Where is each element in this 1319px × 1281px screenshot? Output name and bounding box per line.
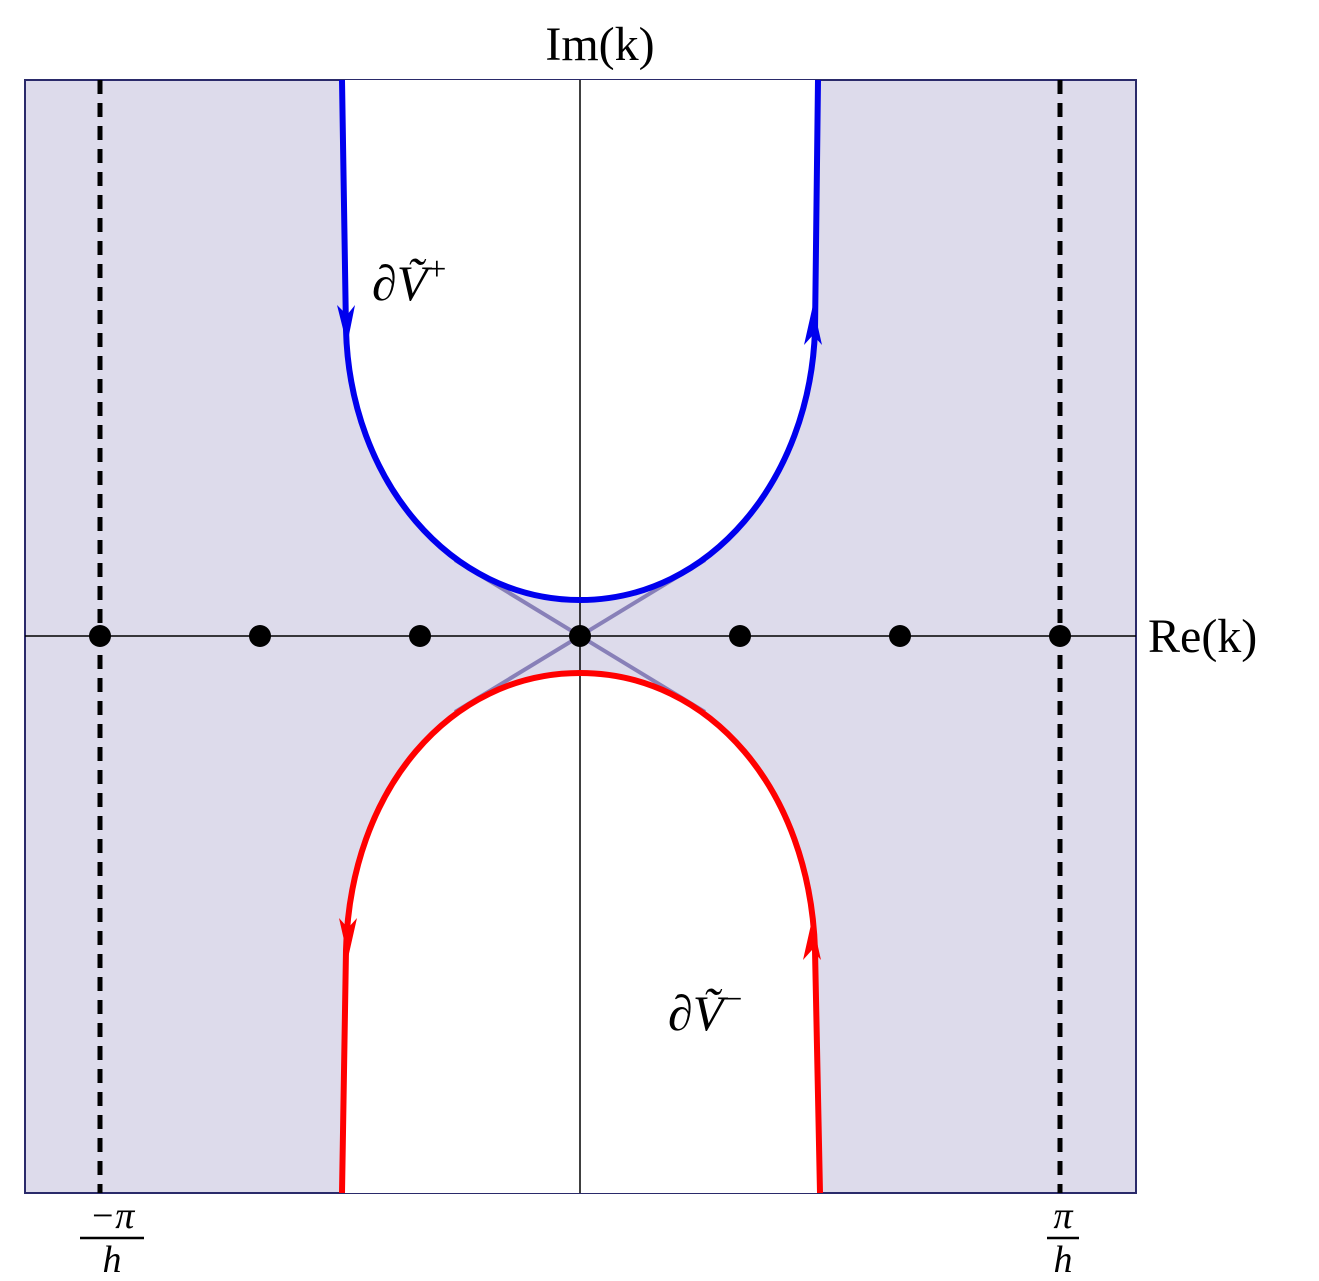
arrow [337, 305, 355, 345]
symbol: ∂Ṽ [372, 255, 433, 311]
points [89, 625, 1071, 647]
tick-denominator: h [103, 1239, 122, 1281]
point [249, 625, 271, 647]
arrow [804, 305, 822, 345]
boundary-label: ∂Ṽ− [668, 981, 742, 1041]
point [569, 625, 591, 647]
arrow [339, 918, 357, 958]
point [729, 625, 751, 647]
point [889, 625, 911, 647]
x-axis-label: Re(k) [1148, 610, 1257, 663]
red-contour [339, 669, 823, 1194]
y-axis-label: Im(k) [545, 18, 654, 71]
sign: + [427, 251, 446, 288]
tick-denominator: h [1054, 1239, 1073, 1281]
sign: − [723, 981, 742, 1018]
point [1049, 625, 1071, 647]
tick-numerator: −π [90, 1195, 136, 1237]
arrow [803, 920, 821, 960]
white-region [342, 673, 820, 1193]
boundary-label: ∂Ṽ+ [372, 251, 446, 311]
point [89, 625, 111, 647]
tick-numerator: π [1053, 1195, 1073, 1237]
blue-contour [339, 79, 821, 604]
symbol: ∂Ṽ [668, 985, 729, 1041]
point [409, 625, 431, 647]
